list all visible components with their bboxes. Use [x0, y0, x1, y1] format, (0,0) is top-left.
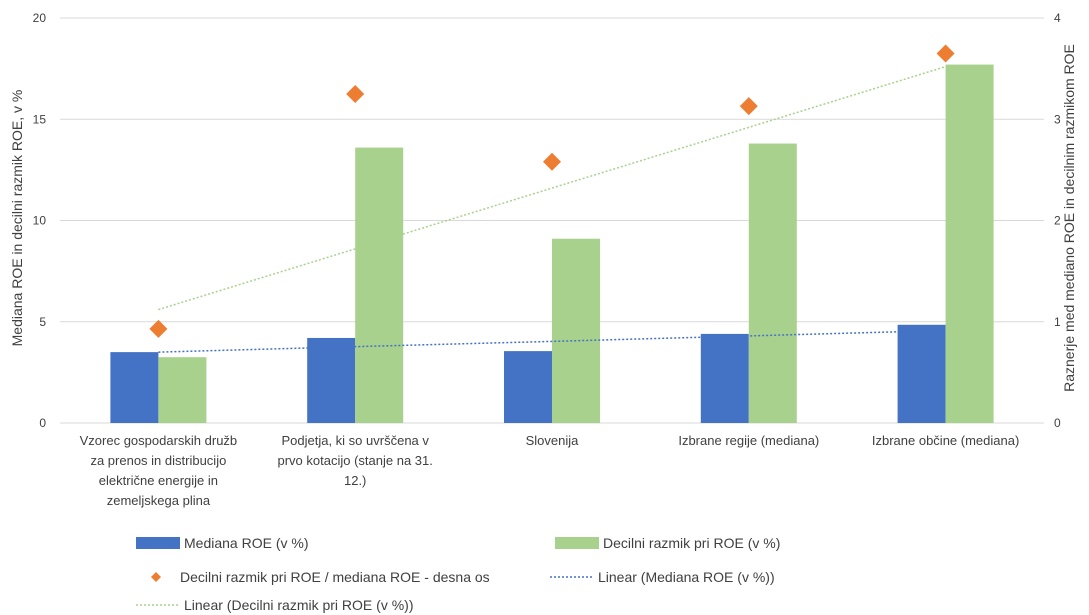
bar-decilni-razmik — [945, 64, 994, 423]
bar-mediana-roe — [897, 324, 946, 423]
y2-tick-label: 1 — [1054, 315, 1061, 329]
legend-item: Linear (Mediana ROE (v %)) — [550, 569, 775, 585]
y2-tick-label: 3 — [1054, 112, 1061, 126]
trendlines — [158, 65, 946, 353]
y2-tick-label: 2 — [1054, 214, 1061, 228]
category-label: prvo kotacijo (stanje na 31. — [278, 453, 433, 468]
y-tick-label: 5 — [39, 315, 46, 329]
bar-mediana-roe — [307, 337, 356, 423]
legend-item: Decilni razmik pri ROE / mediana ROE - d… — [151, 569, 490, 585]
ratio-markers — [149, 44, 955, 338]
gridlines — [60, 17, 1044, 424]
ratio-marker — [739, 97, 758, 116]
bar-decilni-razmik — [552, 238, 600, 423]
bars — [110, 64, 994, 424]
legend-label: Linear (Decilni razmik pri ROE (v %)) — [184, 597, 413, 613]
bar-decilni-razmik — [748, 143, 797, 424]
legend-label: Decilni razmik pri ROE (v %) — [603, 535, 780, 551]
y-tick-label: 0 — [39, 416, 46, 430]
legend-label: Mediana ROE (v %) — [184, 535, 308, 551]
ratio-marker — [936, 44, 955, 63]
legend-item: Linear (Decilni razmik pri ROE (v %)) — [136, 597, 413, 613]
ratio-marker — [346, 84, 365, 103]
left-axis-ticks: 0 5 10 15 20 — [33, 11, 47, 430]
legend-item: Decilni razmik pri ROE (v %) — [555, 535, 780, 551]
category-label: Izbrane občine (mediana) — [872, 433, 1019, 448]
y-tick-label: 10 — [33, 214, 47, 228]
legend-swatch — [136, 537, 180, 549]
category-label: Slovenija — [526, 433, 580, 448]
legend-swatch — [151, 572, 161, 582]
bar-decilni-razmik — [158, 357, 207, 423]
category-label: Vzorec gospodarskih družb — [80, 433, 238, 448]
category-label: za prenos in distribucijo — [90, 453, 226, 468]
y2-tick-label: 0 — [1054, 416, 1061, 430]
trendline-decilni-razmik — [158, 65, 946, 311]
bar-mediana-roe — [700, 333, 749, 423]
y-axis-title: Mediana ROE in decilni razmik ROE, v % — [9, 90, 25, 347]
legend-item: Mediana ROE (v %) — [136, 535, 308, 551]
legend-swatch — [555, 537, 599, 549]
legend-label: Decilni razmik pri ROE / mediana ROE - d… — [180, 569, 490, 585]
y-tick-label: 20 — [33, 11, 47, 25]
ratio-marker — [149, 319, 168, 338]
y2-axis-title: Raznerje med mediano ROE in decilnim raz… — [1061, 44, 1077, 392]
ratio-marker — [543, 152, 561, 171]
category-label: 12.) — [344, 473, 366, 488]
category-label: zemeljskega plina — [107, 493, 211, 508]
category-label: Izbrane regije (mediana) — [678, 433, 819, 448]
y-tick-label: 15 — [33, 112, 47, 126]
y2-tick-label: 4 — [1054, 11, 1061, 25]
category-label: Podjetja, ki so uvrščena v — [281, 433, 429, 448]
category-label: električne energije in — [99, 473, 218, 488]
bar-decilni-razmik — [355, 147, 404, 423]
bar-mediana-roe — [504, 351, 552, 423]
category-labels: Vzorec gospodarskih družb za prenos in di… — [80, 433, 1020, 508]
bar-mediana-roe — [110, 352, 159, 423]
right-axis-ticks: 0 1 2 3 4 — [1054, 11, 1061, 430]
legend: Mediana ROE (v %) Decilni razmik pri ROE … — [136, 535, 780, 613]
trendline-mediana-roe — [158, 329, 946, 353]
legend-label: Linear (Mediana ROE (v %)) — [598, 569, 775, 585]
